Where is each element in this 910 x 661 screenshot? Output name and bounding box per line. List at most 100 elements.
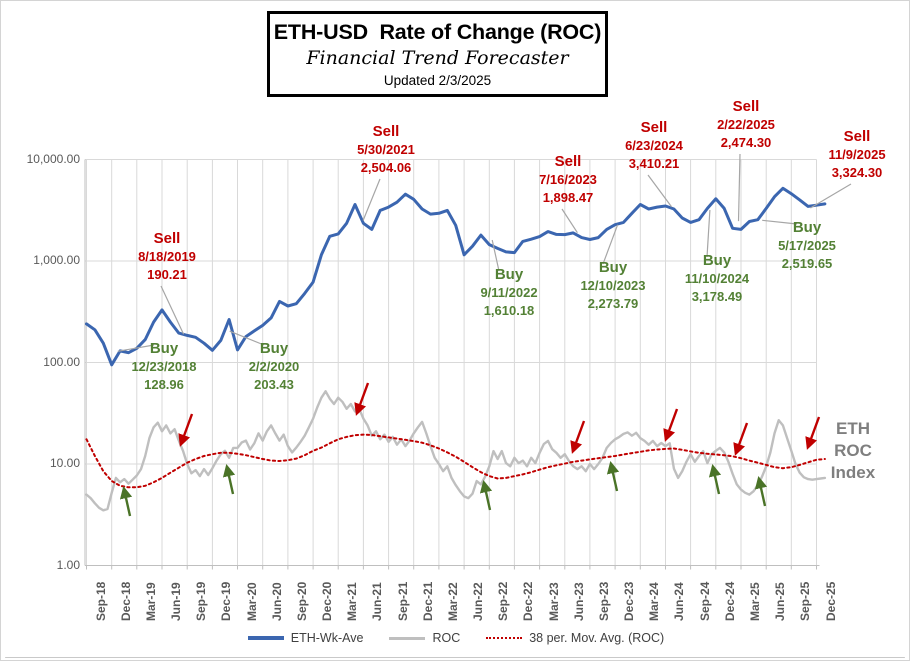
annotation-text: Buy: [259, 340, 289, 357]
annotation-text: Buy: [149, 340, 179, 357]
corner-label-line: ROC: [834, 441, 872, 460]
annotation-sell-2-22-2025: Sell 2/22/2025 2,474.30: [676, 97, 816, 152]
sell-arrow-icon: [178, 413, 194, 447]
sell-arrow-icon: [733, 422, 749, 456]
legend-line-sample-icon: [247, 636, 284, 640]
buy-arrow-icon: [222, 463, 236, 495]
y-axis-tick-label: 1.00: [56, 557, 80, 572]
annotation-text: 5/30/2021: [357, 142, 415, 157]
y-axis-tick-label: 10.00: [49, 456, 80, 470]
sell-arrow-icon: [805, 416, 821, 450]
annotation-buy-11-10-2024: Buy 11/10/2024 3,178.49: [647, 251, 787, 306]
x-axis-tick-label: Jun-22: [471, 582, 486, 621]
x-axis-tick-label: Sep-19: [194, 581, 209, 621]
annotation-text: 2,504.06: [360, 160, 412, 175]
annotation-text: Buy: [494, 266, 524, 283]
annotation-buy-12-10-2023: Buy 12/10/2023 2,273.79: [543, 258, 683, 313]
y-axis-tick-label: 1,000.00: [33, 253, 80, 267]
annotation-text: 5/17/2025: [778, 238, 836, 253]
legend-item-eth-wk-ave: ETH-Wk-Ave: [247, 631, 363, 645]
annotation-text: 1,610.18: [483, 303, 535, 318]
x-axis-tick-label: Mar-19: [143, 582, 158, 621]
x-axis-tick-label: Jun-24: [672, 582, 687, 621]
annotation-sell-7-16-2023: Sell 7/16/2023 1,898.47: [498, 152, 638, 207]
annotation-text: 3,178.49: [691, 289, 743, 304]
x-axis-tick-label: Sep-22: [496, 581, 511, 621]
legend: ETH-Wk-Ave ROC 38 per. Mov. Avg. (ROC): [1, 631, 909, 645]
x-axis-tick-label: Sep-25: [798, 581, 813, 621]
chart-updated-date: Updated 2/3/2025: [383, 73, 492, 88]
x-axis-tick-label: Mar-25: [747, 582, 762, 621]
corner-label-line: ETH: [836, 419, 870, 438]
annotation-sell-6-23-2024: Sell 6/23/2024 3,410.21: [584, 118, 724, 173]
annotation-text: 3,324.30: [831, 165, 883, 180]
annotation-text: 2,519.65: [781, 256, 833, 271]
annotation-leader-line: [762, 219, 798, 225]
x-axis-tick-label: Mar-23: [546, 582, 561, 621]
annotation-text: 8/18/2019: [138, 249, 196, 264]
annotation-text: Buy: [702, 252, 732, 269]
x-axis-tick-label: Jun-23: [571, 582, 586, 621]
annotation-buy-5-17-2025: Buy 5/17/2025 2,519.65: [737, 218, 877, 273]
legend-line-sample-icon: [486, 637, 523, 639]
legend-item-38-per-mov-avg-roc: 38 per. Mov. Avg. (ROC): [486, 631, 664, 645]
buy-arrow-icon: [754, 475, 768, 507]
annotation-text: 6/23/2024: [625, 138, 683, 153]
x-axis-tick-label: Mar-24: [647, 582, 662, 621]
x-axis-tick-label: Dec-18: [118, 581, 133, 621]
x-axis-tick-label: Jun-20: [269, 582, 284, 621]
x-axis-tick-label: Jun-19: [169, 582, 184, 621]
annotation-text: 12/23/2018: [131, 359, 197, 374]
legend-label: 38 per. Mov. Avg. (ROC): [529, 631, 665, 645]
legend-label: ROC: [432, 631, 461, 645]
x-axis-tick-label: Mar-22: [445, 582, 460, 621]
y-axis-tick-label: 10,000.00: [26, 151, 80, 166]
annotation-text: 1,898.47: [542, 190, 594, 205]
annotation-leader-line: [602, 224, 619, 265]
x-axis-tick-label: Sep-23: [596, 581, 611, 621]
annotation-text: Buy: [598, 259, 628, 276]
annotation-text: 12/10/2023: [580, 278, 646, 293]
sell-arrow-icon: [663, 408, 679, 442]
annotation-text: 2/2/2020: [248, 359, 300, 374]
x-axis-tick-label: Dec-25: [823, 581, 838, 621]
annotation-buy-12-23-2018: Buy 12/23/2018 128.96: [94, 339, 234, 394]
buy-arrow-icon: [479, 479, 493, 511]
buy-arrow-icon: [708, 463, 722, 495]
annotation-buy-2-2-2020: Buy 2/2/2020 203.43: [204, 339, 344, 394]
x-axis-tick-label: Mar-21: [345, 582, 360, 621]
annotation-text: 9/11/2022: [480, 285, 538, 300]
annotation-leader-line: [160, 285, 185, 335]
annotation-text: 11/9/2025: [828, 147, 886, 162]
annotation-text: Sell: [372, 123, 400, 140]
annotation-leader-line: [706, 209, 711, 258]
annotation-text: Sell: [843, 128, 871, 145]
annotation-text: 128.96: [144, 377, 184, 392]
annotation-text: Sell: [640, 119, 668, 136]
sell-arrow-icon: [570, 420, 586, 454]
x-axis-tick-label: Jun-21: [370, 582, 385, 621]
x-axis-tick-label: Jun-25: [773, 582, 788, 621]
annotation-text: 2,273.79: [587, 296, 639, 311]
annotation-leader-line: [117, 344, 155, 352]
annotation-buy-9-11-2022: Buy 9/11/2022 1,610.18: [439, 265, 579, 320]
annotation-leader-line: [491, 239, 500, 272]
x-axis-tick-label: Sep-18: [93, 581, 108, 621]
annotation-text: Sell: [554, 153, 582, 170]
annotation-leader-line: [229, 330, 265, 346]
series-line-roc: [85, 390, 827, 512]
buy-arrow-icon: [119, 485, 133, 517]
buy-arrow-icon: [606, 460, 620, 492]
annotation-text: Sell: [732, 98, 760, 115]
eth-roc-index-label: ETH ROC Index: [821, 418, 885, 484]
series-line-38-per-mov-avg-roc: [85, 433, 826, 489]
annotation-sell-11-9-2025: Sell 11/9/2025 3,324.30: [787, 127, 909, 182]
bottom-divider: [5, 657, 905, 658]
annotation-leader-line: [362, 178, 381, 221]
annotation-sell-5-30-2021: Sell 5/30/2021 2,504.06: [316, 122, 456, 177]
legend-item-roc: ROC: [389, 631, 460, 645]
annotation-leader-line: [561, 208, 578, 234]
annotation-text: 2/22/2025: [717, 117, 775, 132]
annotation-text: Buy: [792, 219, 822, 236]
